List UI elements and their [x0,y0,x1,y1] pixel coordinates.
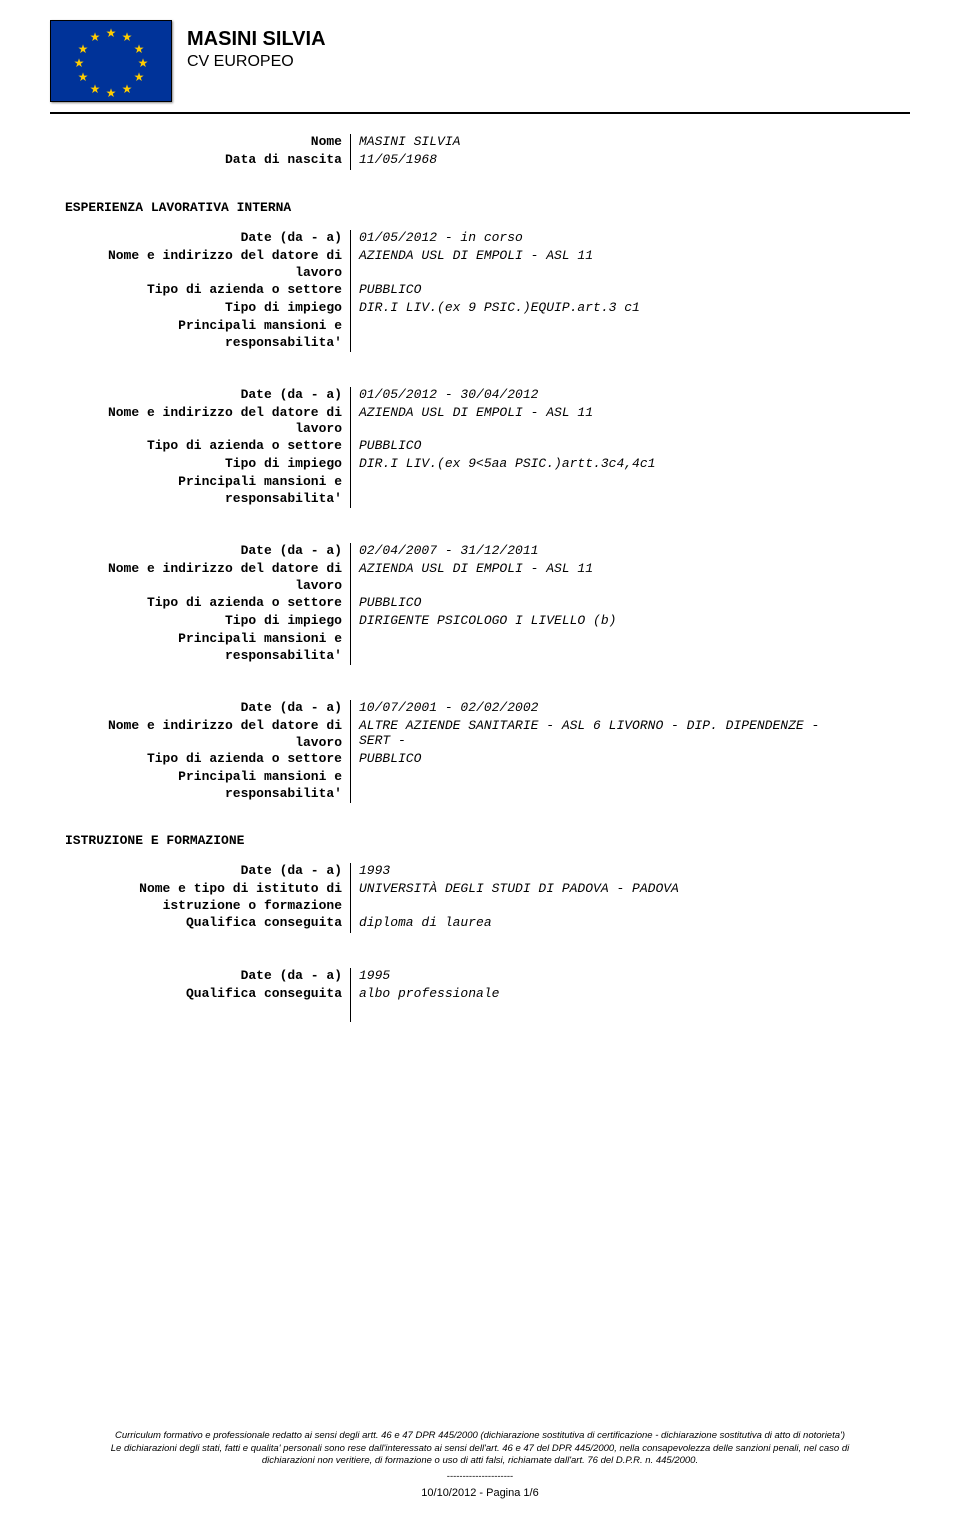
cv-page: ★ ★ ★ ★ ★ ★ ★ ★ ★ ★ ★ ★ MASINI SILVIA CV… [0,0,960,1530]
exp4-resp-val [350,769,910,803]
value-nascita: 11/05/1968 [350,152,910,170]
experience-block-2: Date (da - a)01/05/2012 - 30/04/2012 Nom… [50,387,910,509]
exp1-date-label: Date (da - a) [50,230,350,248]
exp1-sector-val: PUBBLICO [350,282,910,300]
exp3-job-val: DIRIGENTE PSICOLOGO I LIVELLO (b) [350,613,910,631]
exp4-emp-label: Nome e indirizzo del datore dilavoro [50,718,350,752]
exp2-resp-label: Principali mansioni eresponsabilita' [50,474,350,508]
footer-line1: Curriculum formativo e professionale red… [50,1430,910,1442]
exp4-sector-val: PUBBLICO [350,751,910,769]
footer-dashes: --------------------- [50,1471,910,1483]
label-nascita: Data di nascita [50,152,350,170]
exp1-resp-val [350,318,910,352]
edu1-inst-val: UNIVERSITÀ DEGLI STUDI DI PADOVA - PADOV… [350,881,910,915]
section-education-title: ISTRUZIONE E FORMAZIONE [50,833,350,848]
edu1-date-val: 1993 [350,863,910,881]
exp2-date-val: 01/05/2012 - 30/04/2012 [350,387,910,405]
exp2-resp-val [350,474,910,508]
exp1-emp-label: Nome e indirizzo del datore dilavoro [50,248,350,282]
exp3-sector-label: Tipo di azienda o settore [50,595,350,613]
education-block-2: Date (da - a)1995 Qualifica conseguitaal… [50,968,910,1022]
page-footer: Curriculum formativo e professionale red… [50,1430,910,1500]
exp3-date-label: Date (da - a) [50,543,350,561]
exp3-emp-label: Nome e indirizzo del datore dilavoro [50,561,350,595]
section-experience-title: ESPERIENZA LAVORATIVA INTERNA [50,200,350,215]
exp2-sector-val: PUBBLICO [350,438,910,456]
exp3-resp-label: Principali mansioni eresponsabilita' [50,631,350,665]
edu1-qual-val: diploma di laurea [350,915,910,933]
exp4-emp-val: ALTRE AZIENDE SANITARIE - ASL 6 LIVORNO … [350,718,910,752]
exp1-job-label: Tipo di impiego [50,300,350,318]
experience-block-4: Date (da - a)10/07/2001 - 02/02/2002 Nom… [50,700,910,804]
edu1-inst-label: Nome e tipo di istituto diistruzione o f… [50,881,350,915]
exp3-job-label: Tipo di impiego [50,613,350,631]
exp2-job-label: Tipo di impiego [50,456,350,474]
exp3-resp-val [350,631,910,665]
exp1-emp-val: AZIENDA USL DI EMPOLI - ASL 11 [350,248,910,282]
header-subtitle: CV EUROPEO [187,53,326,71]
exp1-sector-label: Tipo di azienda o settore [50,282,350,300]
label-nome: Nome [50,134,350,152]
exp4-sector-label: Tipo di azienda o settore [50,751,350,769]
exp2-sector-label: Tipo di azienda o settore [50,438,350,456]
exp4-date-val: 10/07/2001 - 02/02/2002 [350,700,910,718]
header-divider [50,112,910,114]
exp1-date-val: 01/05/2012 - in corso [350,230,910,248]
exp4-date-label: Date (da - a) [50,700,350,718]
edu1-qual-label: Qualifica conseguita [50,915,350,933]
header-name: MASINI SILVIA [187,28,326,51]
exp3-sector-val: PUBBLICO [350,595,910,613]
exp4-resp-label: Principali mansioni eresponsabilita' [50,769,350,803]
edu2-date-label: Date (da - a) [50,968,350,986]
exp2-job-val: DIR.I LIV.(ex 9<5aa PSIC.)artt.3c4,4c1 [350,456,910,474]
experience-block-3: Date (da - a)02/04/2007 - 31/12/2011 Nom… [50,543,910,665]
edu2-qual-label: Qualifica conseguita [50,986,350,1004]
eu-flag-icon: ★ ★ ★ ★ ★ ★ ★ ★ ★ ★ ★ ★ [50,20,172,102]
cv-header: ★ ★ ★ ★ ★ ★ ★ ★ ★ ★ ★ ★ MASINI SILVIA CV… [50,20,910,102]
edu2-qual-val: albo professionale [350,986,910,1004]
exp1-job-val: DIR.I LIV.(ex 9 PSIC.)EQUIP.art.3 c1 [350,300,910,318]
footer-line3: dichiarazioni non veritiere, di formazio… [50,1455,910,1467]
value-nome: MASINI SILVIA [350,134,910,152]
exp2-emp-label: Nome e indirizzo del datore dilavoro [50,405,350,439]
edu1-date-label: Date (da - a) [50,863,350,881]
exp2-date-label: Date (da - a) [50,387,350,405]
edu2-date-val: 1995 [350,968,910,986]
footer-page: 10/10/2012 - Pagina 1/6 [50,1486,910,1500]
experience-block-1: Date (da - a)01/05/2012 - in corso Nome … [50,230,910,352]
exp3-date-val: 02/04/2007 - 31/12/2011 [350,543,910,561]
exp2-emp-val: AZIENDA USL DI EMPOLI - ASL 11 [350,405,910,439]
exp3-emp-val: AZIENDA USL DI EMPOLI - ASL 11 [350,561,910,595]
footer-line2: Le dichiarazioni degli stati, fatti e qu… [50,1443,910,1455]
education-block-1: Date (da - a)1993 Nome e tipo di istitut… [50,863,910,933]
exp1-resp-label: Principali mansioni eresponsabilita' [50,318,350,352]
